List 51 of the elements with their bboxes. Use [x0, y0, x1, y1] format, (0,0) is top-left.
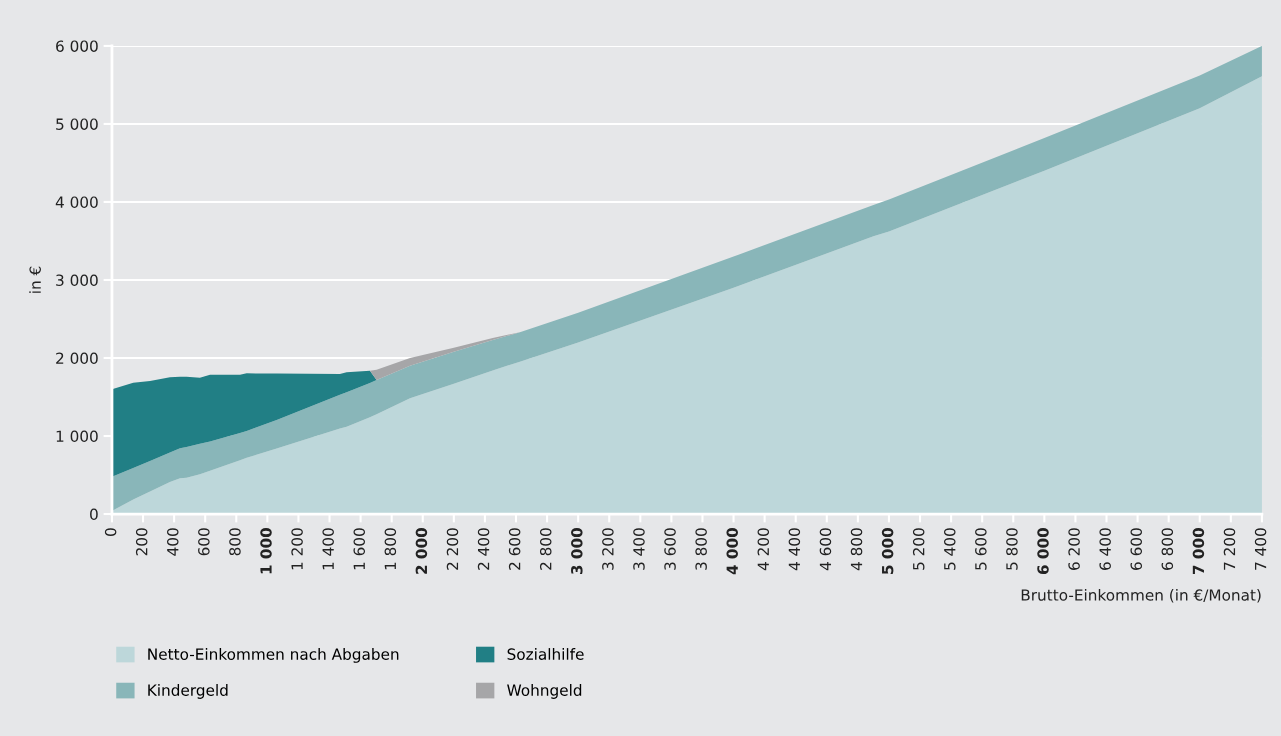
x-tick-label: 3 800 — [695, 528, 707, 570]
x-tick-label: 5 800 — [1006, 528, 1018, 570]
y-tick-label: 4 000 — [55, 196, 98, 208]
x-tick-label: 3 000 — [571, 527, 583, 575]
x-tick-label: 2 800 — [539, 528, 552, 570]
x-tick-label: 5 200 — [912, 528, 925, 570]
x-tick-label: 6 000 — [1037, 527, 1049, 575]
x-tick-label: 7 000 — [1192, 527, 1205, 575]
y-tick-label: 6 000 — [56, 40, 98, 52]
x-tick-label: 3 400 — [633, 528, 645, 570]
x-tick-label: 7 200 — [1223, 528, 1236, 570]
x-tick-label: 2 600 — [508, 528, 521, 570]
x-tick-label: 800 — [229, 528, 241, 556]
y-tick-label: 3 000 — [56, 274, 98, 286]
x-tick-label: 3 200 — [602, 528, 614, 570]
x-tick-label: 7 400 — [1254, 528, 1267, 570]
x-tick-label: 1 000 — [260, 527, 272, 574]
x-tick-label: 400 — [167, 528, 179, 556]
x-tick-label: 1 600 — [353, 528, 366, 570]
x-tick-label: 4 800 — [850, 528, 863, 571]
x-tick-label: 200 — [135, 528, 148, 556]
x-tick-label: 3 600 — [664, 528, 676, 570]
y-tick-label: 2 000 — [56, 352, 98, 365]
x-tick-label: 2 200 — [446, 528, 459, 570]
y-axis-title: in € — [29, 266, 41, 293]
y-tick-label: 1 000 — [56, 430, 98, 443]
legend-label: Netto-Einkommen nach Abgaben — [148, 648, 399, 663]
x-tick-label: 1 200 — [291, 528, 303, 570]
x-tick-label: 6 400 — [1099, 528, 1111, 570]
x-tick-label: 0 — [104, 528, 117, 536]
x-tick-label: 4 600 — [819, 528, 832, 571]
x-tick-label: 4 400 — [788, 528, 801, 571]
legend-label: Kindergeld — [148, 684, 228, 699]
x-tick-label: 5 600 — [975, 528, 987, 570]
x-tick-label: 6 800 — [1161, 528, 1174, 570]
y-tick-label: 0 — [90, 508, 98, 521]
y-tick-label: 5 000 — [56, 118, 98, 130]
x-tick-label: 4 200 — [757, 528, 770, 571]
x-axis-title: Brutto-Einkommen (in €/Monat) — [1021, 588, 1261, 603]
x-tick-label: 5 000 — [881, 527, 894, 574]
x-tick-label: 1 400 — [322, 528, 334, 570]
legend-label: Sozialhilfe — [507, 648, 584, 660]
x-tick-label: 600 — [198, 528, 210, 556]
x-tick-label: 2 000 — [415, 527, 428, 574]
x-tick-label: 5 400 — [943, 528, 956, 570]
x-tick-label: 2 400 — [477, 528, 490, 570]
x-tick-label: 6 200 — [1068, 528, 1080, 570]
x-tick-label: 1 800 — [384, 528, 397, 570]
legend-label: Wohngeld — [507, 684, 582, 699]
x-tick-label: 4 000 — [726, 527, 738, 575]
x-tick-label: 6 600 — [1130, 528, 1143, 570]
